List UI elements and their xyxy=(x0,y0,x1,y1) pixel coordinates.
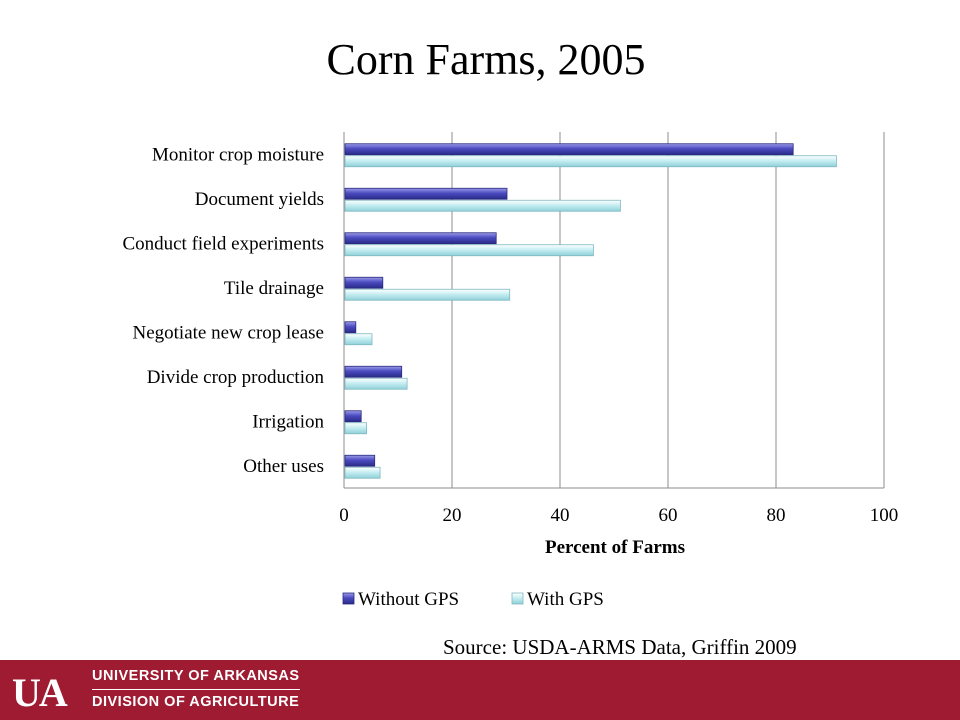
category-label: Irrigation xyxy=(252,411,324,432)
bar-with-gps xyxy=(344,422,368,435)
bars xyxy=(344,143,837,479)
x-tick-label: 80 xyxy=(767,505,786,526)
bar-with-gps xyxy=(344,333,373,346)
bar-with-gps xyxy=(344,244,594,257)
footer-bar xyxy=(0,660,960,720)
bar-without-gps xyxy=(344,365,403,378)
legend: Without GPS With GPS xyxy=(342,589,604,610)
bar-without-gps xyxy=(344,454,376,467)
category-label: Tile drainage xyxy=(224,278,324,299)
bar-with-gps xyxy=(344,199,621,212)
x-tick-labels: 0 20 40 60 80 100 xyxy=(339,505,898,526)
source-citation: Source: USDA-ARMS Data, Griffin 2009 xyxy=(443,635,797,659)
category-labels: Monitor crop moisture Document yields Cond… xyxy=(122,144,324,477)
slide-title: Corn Farms, 2005 xyxy=(326,35,646,84)
org-line-2: DIVISION OF AGRICULTURE xyxy=(92,694,300,710)
bar-without-gps xyxy=(344,321,357,334)
legend-label: Without GPS xyxy=(358,589,459,610)
org-line-1: UNIVERSITY OF ARKANSAS xyxy=(92,666,300,690)
x-tick-label: 100 xyxy=(870,505,899,526)
legend-swatch xyxy=(342,592,355,605)
category-label: Other uses xyxy=(243,456,324,477)
logo-letters: UA xyxy=(12,672,68,710)
legend-swatch xyxy=(511,592,524,605)
gridlines xyxy=(343,132,885,489)
x-tick-label: 60 xyxy=(659,505,678,526)
category-label: Negotiate new crop lease xyxy=(133,322,325,343)
category-label: Monitor crop moisture xyxy=(152,144,324,165)
x-tick-label: 0 xyxy=(339,505,349,526)
bar-with-gps xyxy=(344,377,408,390)
organization-name: UNIVERSITY OF ARKANSAS DIVISION OF AGRIC… xyxy=(92,666,300,712)
university-logo-icon: UA xyxy=(12,672,70,710)
bar-with-gps xyxy=(344,155,837,168)
legend-label: With GPS xyxy=(527,589,604,610)
category-label: Conduct field experiments xyxy=(122,233,324,254)
bar-without-gps xyxy=(344,276,384,289)
x-tick-label: 20 xyxy=(443,505,462,526)
category-label: Document yields xyxy=(195,189,324,210)
category-label: Divide crop production xyxy=(147,367,325,388)
bar-with-gps xyxy=(344,466,381,479)
bar-with-gps xyxy=(344,288,511,301)
bar-without-gps xyxy=(344,143,794,156)
x-tick-label: 40 xyxy=(551,505,570,526)
bar-without-gps xyxy=(344,232,497,245)
x-axis-title: Percent of Farms xyxy=(545,537,685,558)
bar-chart: Monitor crop moisture Document yields Cond… xyxy=(122,132,898,610)
bar-without-gps xyxy=(344,410,362,423)
bar-without-gps xyxy=(344,187,508,200)
